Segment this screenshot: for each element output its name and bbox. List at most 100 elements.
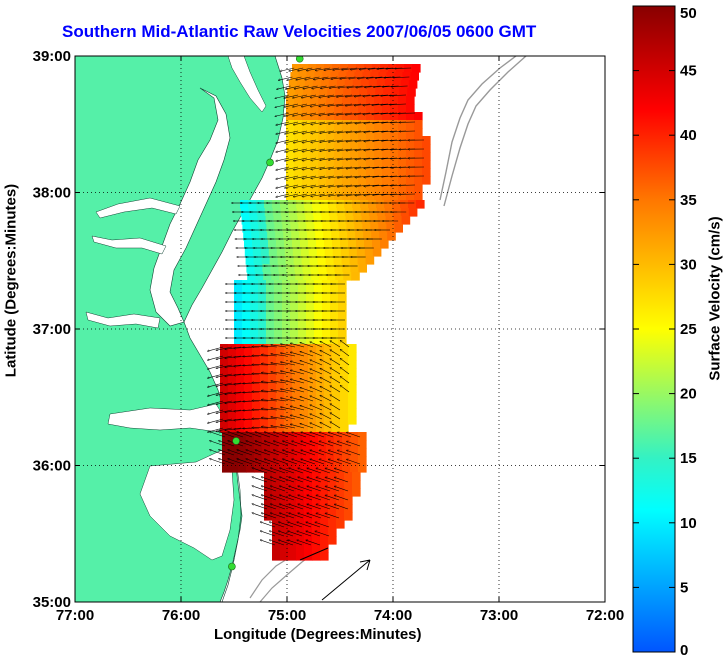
velocity-arrow <box>261 391 278 393</box>
velocity-cell <box>278 448 287 457</box>
velocity-cell <box>247 272 256 281</box>
velocity-cell <box>334 440 343 449</box>
velocity-cell <box>366 192 375 201</box>
velocity-cell <box>258 328 267 337</box>
james-river <box>85 311 161 329</box>
velocity-cell <box>364 248 374 257</box>
velocity-arrow <box>320 422 332 429</box>
velocity-cell <box>291 232 300 241</box>
colorbar-tick-label: 0 <box>680 642 688 659</box>
velocity-cell <box>264 488 273 497</box>
velocity-cell <box>386 72 395 81</box>
velocity-cell <box>376 80 386 89</box>
velocity-cell <box>274 328 283 337</box>
velocity-cell <box>298 320 307 329</box>
velocity-cell <box>336 512 345 521</box>
velocity-cell <box>270 448 279 457</box>
velocity-arrow <box>364 166 380 168</box>
velocity-cell <box>236 368 245 377</box>
velocity-cell <box>312 520 321 529</box>
velocity-cell <box>290 296 299 305</box>
velocity-arrow <box>372 139 389 141</box>
velocity-cell <box>362 72 371 81</box>
velocity-cell <box>334 112 343 121</box>
velocity-cell <box>288 520 297 529</box>
velocity-arrow <box>216 346 233 350</box>
velocity-cell <box>342 160 351 169</box>
velocity-cell <box>310 168 319 177</box>
velocity-cell <box>332 368 341 377</box>
velocity-cell <box>286 440 295 449</box>
velocity-cell <box>220 400 229 409</box>
velocity-arrow <box>301 94 317 98</box>
velocity-arrow <box>311 130 326 133</box>
velocity-arrow <box>300 370 314 375</box>
velocity-cell <box>330 312 339 321</box>
velocity-cell <box>350 264 359 273</box>
velocity-cell <box>318 264 327 273</box>
velocity-arrow <box>320 404 332 411</box>
velocity-arrow <box>301 112 317 116</box>
velocity-cell <box>236 344 245 353</box>
velocity-cell <box>348 240 357 249</box>
velocity-cell <box>296 496 305 505</box>
velocity-cell <box>256 200 265 209</box>
velocity-cell <box>366 112 375 121</box>
velocity-cell <box>286 432 295 441</box>
velocity-cell <box>350 96 359 105</box>
velocity-arrow <box>372 94 389 96</box>
velocity-arrow <box>381 167 398 168</box>
velocity-arrow <box>381 95 398 96</box>
velocity-cell <box>328 480 337 489</box>
velocity-cell <box>302 192 311 201</box>
velocity-cell <box>306 328 315 337</box>
velocity-cell <box>286 96 295 105</box>
velocity-arrow <box>364 184 380 186</box>
velocity-cell <box>234 328 243 337</box>
velocity-arrow <box>290 361 305 366</box>
velocity-arrow <box>300 415 314 420</box>
velocity-cell <box>308 400 317 409</box>
y-tick-label: 38:00 <box>33 185 71 202</box>
velocity-cell <box>294 184 303 193</box>
axis-ticks: 77:00 76:00 75:00 74:00 73:00 72:00 39:00 38:00… <box>33 48 625 624</box>
velocity-cell <box>390 192 399 201</box>
velocity-cell <box>312 80 322 89</box>
velocity-arrow <box>260 540 276 546</box>
velocity-arrow <box>300 388 314 393</box>
velocity-cell <box>366 128 375 137</box>
velocity-arrow <box>382 86 399 87</box>
velocity-arrow <box>261 409 278 411</box>
velocity-arrow <box>209 441 226 447</box>
velocity-arrow <box>279 468 295 474</box>
velocity-arrow <box>297 522 312 528</box>
velocity-cell <box>390 104 399 113</box>
velocity-cell <box>290 336 299 345</box>
velocity-arrow <box>340 76 356 79</box>
velocity-cell <box>302 128 311 137</box>
velocity-cell <box>276 368 285 377</box>
velocity-arrow <box>261 418 278 420</box>
velocity-arrow <box>355 193 371 196</box>
velocity-cell <box>327 88 336 97</box>
velocity-cell <box>286 176 295 185</box>
velocity-arrow <box>297 531 312 537</box>
velocity-cell <box>390 96 399 105</box>
velocity-cell <box>348 384 357 393</box>
velocity-arrow <box>319 103 335 106</box>
velocity-cell <box>288 480 297 489</box>
velocity-arrow <box>319 112 335 115</box>
velocity-cell <box>398 152 407 161</box>
velocity-arrow <box>320 130 335 133</box>
velocity-cell <box>284 360 293 369</box>
velocity-cell <box>238 448 247 457</box>
velocity-arrow <box>270 486 286 492</box>
velocity-cell <box>316 416 325 425</box>
velocity-cell <box>326 192 335 201</box>
velocity-cell <box>252 400 261 409</box>
velocity-cell <box>382 184 391 193</box>
velocity-cell <box>300 384 309 393</box>
velocity-cell <box>400 80 410 89</box>
velocity-cell <box>322 288 331 297</box>
velocity-cell <box>366 152 375 161</box>
